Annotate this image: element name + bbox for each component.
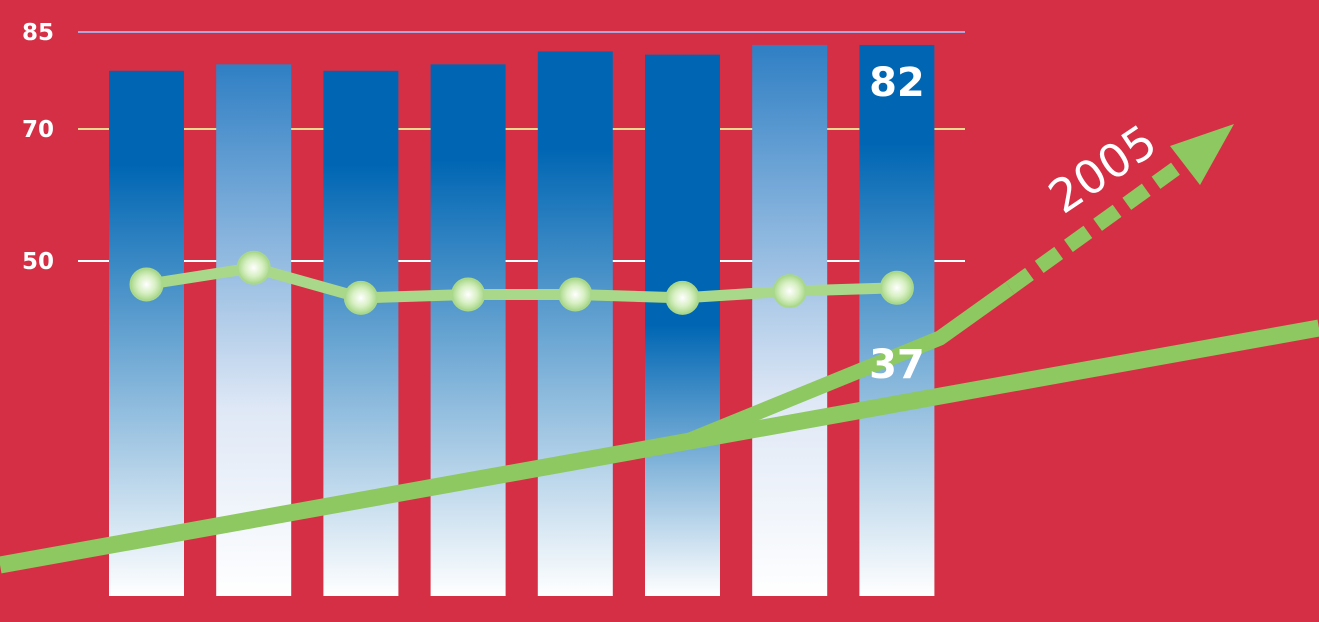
y-tick-label-50: 50 [22, 249, 54, 275]
trend-line-long [0, 319, 1319, 574]
bar-3 [323, 70, 399, 597]
line-point-3 [343, 280, 378, 315]
bar-4 [430, 64, 506, 597]
bar-1 [109, 70, 184, 597]
line-point-1 [129, 267, 164, 302]
line-series-path [145, 262, 898, 304]
line-value-label: 37 [869, 342, 925, 388]
line-point-2 [236, 250, 271, 285]
annotations: 82 37 [869, 60, 925, 388]
trend-arrowhead [1170, 124, 1234, 185]
bar-5 [537, 51, 613, 596]
bar-8 [859, 44, 935, 596]
y-tick-labels: 85 70 50 [22, 20, 54, 275]
line-point-4 [451, 277, 486, 312]
line-point-8 [879, 270, 914, 305]
y-tick-label-70: 70 [22, 117, 54, 143]
line-point-5 [558, 277, 593, 312]
line-point-6 [665, 280, 700, 315]
bar-value-label: 82 [869, 60, 925, 106]
line-point-7 [772, 274, 807, 309]
bar-6 [645, 54, 720, 596]
line-series [129, 250, 914, 315]
y-tick-label-85: 85 [22, 20, 54, 46]
bar-7 [752, 44, 828, 596]
trend-line-rise [687, 281, 1015, 447]
